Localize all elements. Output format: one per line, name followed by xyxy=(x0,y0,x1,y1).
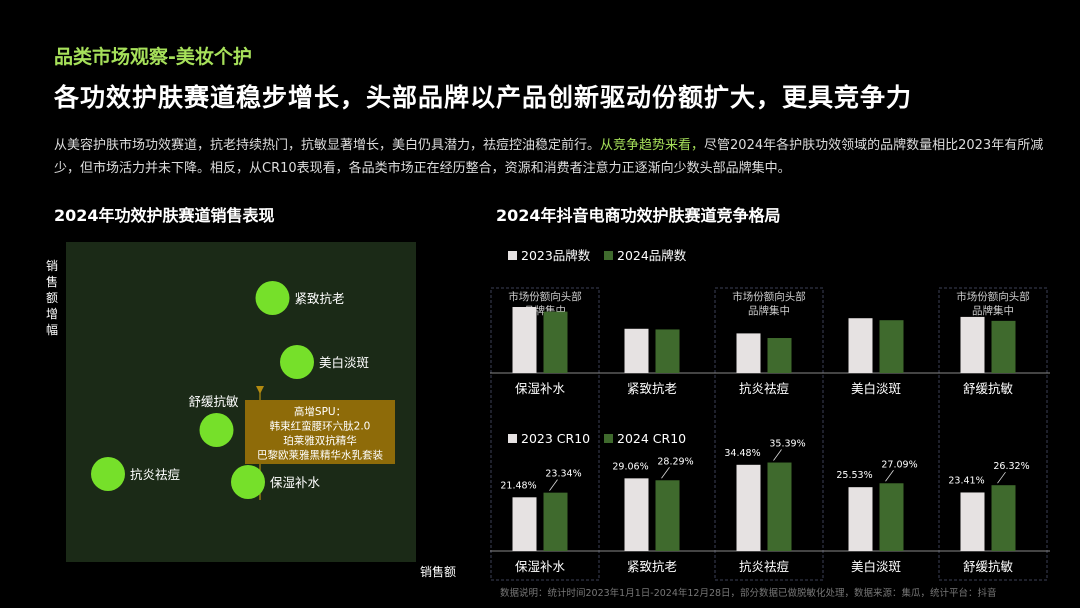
brand-count-category-label: 美白淡斑 xyxy=(851,381,901,396)
callout-box xyxy=(245,400,395,464)
cr10-value-label: 23.41% xyxy=(948,475,984,486)
cr10-value-label: 28.29% xyxy=(657,456,693,467)
cr10-label-leader xyxy=(885,470,894,482)
legend-label: 2024品牌数 xyxy=(617,248,687,263)
scatter-chart-title: 2024年功效护肤赛道销售表现 xyxy=(54,206,275,225)
annotation-text-line1: 市场份额向头部 xyxy=(508,290,582,303)
scatter-point-label: 舒缓抗敏 xyxy=(188,394,239,409)
callout-arrow-head xyxy=(256,386,264,394)
legend-swatch xyxy=(508,251,517,260)
cr10-category-label: 舒缓抗敏 xyxy=(963,559,1014,574)
cr10-label-leader xyxy=(997,471,1006,484)
y-axis-label-char: 额 xyxy=(46,291,58,305)
cr10-bar xyxy=(624,478,649,551)
legend-label: 2024 CR10 xyxy=(617,431,686,446)
cr10-bar xyxy=(879,483,904,551)
intro-highlight: 从竞争趋势来看， xyxy=(600,138,705,153)
cr10-bar xyxy=(767,462,792,551)
brand-count-category-label: 舒缓抗敏 xyxy=(963,381,1014,396)
brand-count-category-label: 抗炎祛痘 xyxy=(739,381,790,396)
intro-text-2: 尽管2024年各护肤功效领域的品牌数量相比2023年有所减少，但市场活力并未下降… xyxy=(54,138,1044,176)
cr10-value-label: 34.48% xyxy=(724,448,760,459)
cr10-bar xyxy=(960,492,985,551)
brand-count-bar xyxy=(991,320,1016,373)
intro-paragraph: 从美容护肤市场功效赛道，抗老持续热门，抗敏显著增长，美白仍具潜力，祛痘控油稳定前… xyxy=(54,134,1044,180)
scatter-point-label: 保湿补水 xyxy=(270,475,321,490)
legend-swatch xyxy=(508,434,517,443)
cr10-category-label: 抗炎祛痘 xyxy=(739,559,790,574)
scatter-point-label: 美白淡斑 xyxy=(319,355,369,370)
brand-count-bar xyxy=(767,338,792,373)
intro-text-1: 从美容护肤市场功效赛道，抗老持续热门，抗敏显著增长，美白仍具潜力，祛痘控油稳定前… xyxy=(54,138,601,153)
cr10-label-leader xyxy=(773,449,782,461)
scatter-chart: 销售额增幅销售额高增SPU：韩束红蛮腰环六肽2.0珀莱雅双抗精华巴黎欧莱雅黑精华… xyxy=(46,242,456,579)
callout-line: 珀莱雅双抗精华 xyxy=(283,434,357,447)
legend-label: 2023品牌数 xyxy=(521,248,591,263)
cr10-value-label: 27.09% xyxy=(881,459,917,470)
brand-count-bar xyxy=(879,320,904,373)
legend-swatch xyxy=(604,251,613,260)
y-axis-label-char: 幅 xyxy=(46,322,58,337)
cr10-value-label: 26.32% xyxy=(993,461,1029,472)
brand-count-bar xyxy=(655,329,680,373)
scatter-bubble xyxy=(91,457,125,491)
scatter-bubble xyxy=(280,345,314,379)
cr10-bar xyxy=(512,497,537,551)
annotation-text-line2: 品牌集中 xyxy=(748,304,790,317)
cr10-bar xyxy=(655,480,680,551)
brand-count-bar xyxy=(543,311,568,373)
cr10-category-label: 紧致抗老 xyxy=(627,559,677,574)
y-axis-label-char: 售 xyxy=(46,274,58,289)
cr10-bar xyxy=(848,487,873,551)
annotation-text-line2: 品牌集中 xyxy=(972,304,1014,317)
cr10-category-label: 保湿补水 xyxy=(515,559,566,574)
callout-line: 韩束红蛮腰环六肽2.0 xyxy=(270,420,371,433)
cr10-bar xyxy=(736,464,761,551)
legend-swatch xyxy=(604,434,613,443)
brand-count-bar xyxy=(624,328,649,373)
annotation-text-line1: 市场份额向头部 xyxy=(956,290,1030,303)
brand-count-bar xyxy=(736,333,761,373)
cr10-label-leader xyxy=(549,479,558,491)
cr10-value-label: 25.53% xyxy=(836,470,872,481)
scatter-point-label: 抗炎祛痘 xyxy=(130,467,181,482)
callout-title: 高增SPU： xyxy=(294,405,346,418)
y-axis-label-char: 销 xyxy=(46,259,58,273)
cr10-value-label: 35.39% xyxy=(769,439,805,450)
legend-label: 2023 CR10 xyxy=(521,431,590,446)
cr10-value-label: 29.06% xyxy=(612,461,648,472)
page-headline: 各功效护肤赛道稳步增长，头部品牌以产品创新驱动份额扩大，更具竞争力 xyxy=(54,83,913,112)
section-label: 品类市场观察-美妆个护 xyxy=(54,46,252,68)
cr10-value-label: 21.48% xyxy=(500,480,536,491)
cr10-label-leader xyxy=(661,467,670,479)
scatter-point-label: 紧致抗老 xyxy=(295,291,345,306)
brand-count-bar xyxy=(848,318,873,373)
bar-chart-title: 2024年抖音电商功效护肤赛道竞争格局 xyxy=(496,206,781,225)
brand-count-bar xyxy=(512,307,537,373)
cr10-value-label: 23.34% xyxy=(545,469,581,480)
cr10-bar xyxy=(991,485,1016,551)
cr10-bar xyxy=(543,492,568,551)
brand-count-category-label: 紧致抗老 xyxy=(627,381,677,396)
brand-count-bar xyxy=(960,316,985,373)
scatter-bubble xyxy=(255,281,290,315)
scatter-bubble xyxy=(231,465,265,499)
cr10-category-label: 美白淡斑 xyxy=(851,559,901,574)
y-axis-label-char: 增 xyxy=(46,307,58,321)
annotation-text-line1: 市场份额向头部 xyxy=(732,290,806,303)
brand-count-category-label: 保湿补水 xyxy=(515,381,566,396)
scatter-bubble xyxy=(199,413,234,447)
x-axis-label: 销售额 xyxy=(420,564,456,579)
data-footnote: 数据说明：统计时间2023年1月1日-2024年12月28日，部分数据已做脱敏化… xyxy=(500,588,997,599)
callout-line: 巴黎欧莱雅黑精华水乳套装 xyxy=(257,449,383,462)
